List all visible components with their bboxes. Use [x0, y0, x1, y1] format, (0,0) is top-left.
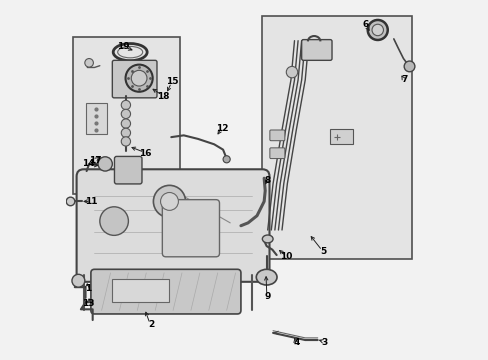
- Ellipse shape: [256, 269, 276, 285]
- Text: 2: 2: [147, 320, 154, 329]
- Circle shape: [404, 61, 414, 72]
- Text: 6: 6: [362, 20, 367, 29]
- FancyBboxPatch shape: [91, 269, 241, 314]
- Circle shape: [98, 157, 112, 171]
- FancyBboxPatch shape: [269, 130, 285, 141]
- FancyBboxPatch shape: [77, 169, 269, 282]
- Circle shape: [121, 137, 130, 146]
- Bar: [329, 129, 353, 144]
- Circle shape: [72, 274, 84, 287]
- Circle shape: [223, 156, 230, 163]
- Text: 3: 3: [321, 338, 327, 347]
- Circle shape: [371, 24, 383, 36]
- Circle shape: [66, 197, 75, 206]
- Circle shape: [153, 185, 185, 217]
- Bar: [262, 16, 411, 258]
- Circle shape: [285, 66, 297, 78]
- FancyBboxPatch shape: [162, 200, 219, 257]
- Text: 7: 7: [401, 76, 407, 85]
- Text: 10: 10: [280, 252, 292, 261]
- Text: 4: 4: [292, 338, 299, 347]
- FancyBboxPatch shape: [114, 157, 142, 184]
- Circle shape: [131, 70, 147, 86]
- Circle shape: [100, 207, 128, 235]
- Text: 18: 18: [157, 91, 169, 100]
- Circle shape: [121, 100, 130, 110]
- Circle shape: [121, 109, 130, 118]
- FancyBboxPatch shape: [269, 148, 285, 158]
- Bar: [73, 37, 180, 194]
- Text: 19: 19: [117, 41, 130, 50]
- Bar: [112, 279, 169, 302]
- Text: 8: 8: [264, 176, 270, 185]
- Circle shape: [160, 193, 178, 210]
- Text: 13: 13: [81, 299, 94, 308]
- Circle shape: [121, 128, 130, 138]
- Bar: [85, 103, 107, 134]
- Circle shape: [121, 119, 130, 128]
- Text: 9: 9: [264, 292, 270, 301]
- Text: 1: 1: [85, 284, 91, 293]
- Text: 12: 12: [215, 124, 228, 133]
- FancyBboxPatch shape: [112, 60, 157, 98]
- Text: 15: 15: [166, 77, 178, 86]
- Text: 14: 14: [81, 159, 94, 168]
- Text: 5: 5: [319, 247, 325, 256]
- FancyBboxPatch shape: [301, 40, 331, 60]
- Text: 11: 11: [85, 197, 98, 206]
- Circle shape: [84, 59, 93, 67]
- Circle shape: [125, 64, 152, 92]
- Text: 16: 16: [139, 149, 151, 158]
- Ellipse shape: [262, 235, 272, 243]
- Text: 17: 17: [89, 156, 102, 165]
- Circle shape: [367, 20, 387, 40]
